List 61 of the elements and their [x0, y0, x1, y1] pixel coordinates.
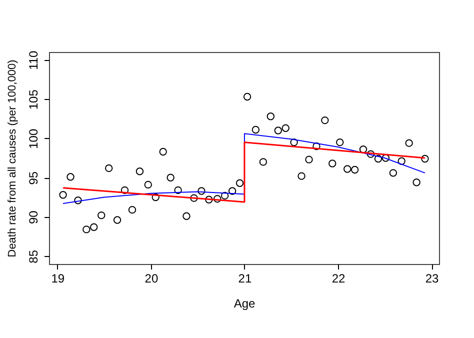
- point: [336, 138, 344, 146]
- point: [128, 206, 136, 214]
- point: [274, 126, 282, 134]
- point: [243, 92, 252, 101]
- point: [98, 211, 106, 220]
- point: [105, 164, 113, 172]
- point: [366, 150, 375, 158]
- point: [252, 126, 260, 134]
- y-tick-label: 110: [26, 50, 40, 70]
- point: [305, 156, 313, 164]
- x-tick-label: 19: [51, 272, 65, 286]
- point: [298, 172, 306, 180]
- point: [359, 146, 368, 154]
- point: [228, 187, 236, 195]
- point: [290, 138, 298, 146]
- y-tick-label: 90: [26, 210, 40, 224]
- point: [374, 154, 382, 163]
- point: [220, 192, 229, 200]
- point: [182, 212, 190, 220]
- x-tick-label: 20: [144, 272, 158, 286]
- point: [120, 186, 129, 194]
- y-tick-label: 95: [26, 171, 40, 185]
- point: [174, 186, 182, 194]
- point: [74, 196, 82, 204]
- point: [343, 165, 352, 173]
- point: [389, 169, 398, 177]
- x-axis-title: Age: [234, 296, 256, 310]
- x-tick-label: 21: [238, 272, 252, 286]
- point: [321, 116, 329, 124]
- point: [405, 139, 413, 147]
- y-axis-title: Death rate from all causes (per 100,000): [6, 60, 18, 258]
- point: [266, 112, 275, 120]
- point: [350, 166, 359, 174]
- point: [66, 172, 74, 181]
- y-tick-label: 105: [26, 89, 40, 110]
- y-tick-label: 85: [26, 250, 40, 264]
- point: [421, 154, 429, 163]
- point: [398, 157, 406, 165]
- point: [90, 223, 98, 231]
- point: [152, 193, 160, 202]
- point: [205, 196, 213, 204]
- point: [382, 154, 390, 162]
- point: [328, 160, 336, 168]
- x-tick-label: 23: [425, 272, 440, 286]
- point: [144, 180, 152, 189]
- point: [213, 194, 222, 203]
- point: [259, 158, 268, 166]
- point: [190, 194, 198, 202]
- point: [412, 178, 420, 186]
- point: [166, 174, 174, 182]
- point: [113, 216, 122, 224]
- x-tick-label: 22: [332, 272, 346, 286]
- point: [82, 226, 90, 234]
- point: [136, 168, 144, 176]
- point: [312, 142, 320, 150]
- y-tick-label: 100: [26, 128, 40, 149]
- point: [282, 124, 290, 132]
- point: [236, 179, 244, 187]
- point: [59, 191, 67, 199]
- point: [198, 187, 206, 195]
- point: [159, 148, 167, 156]
